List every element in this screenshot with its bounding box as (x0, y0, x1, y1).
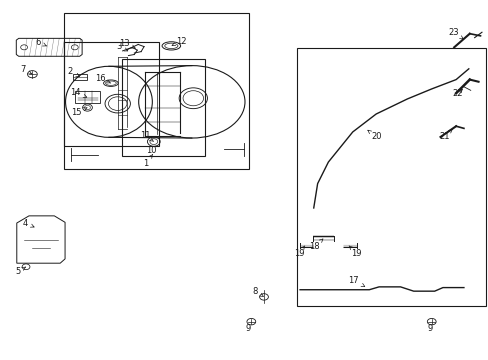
Text: 10: 10 (145, 146, 156, 155)
Bar (75, 91, 100, 103)
Text: 6: 6 (36, 38, 46, 47)
Text: 17: 17 (347, 276, 364, 287)
Text: 23: 23 (448, 28, 462, 39)
Text: 22: 22 (451, 89, 462, 98)
Text: 4: 4 (22, 219, 34, 228)
Text: 20: 20 (367, 130, 381, 141)
Text: 16: 16 (95, 74, 111, 83)
Text: 9: 9 (427, 324, 431, 333)
Text: 1: 1 (142, 154, 152, 168)
Text: 7: 7 (20, 65, 32, 74)
Text: 21: 21 (438, 129, 451, 141)
Text: 19: 19 (293, 246, 304, 258)
Text: 19: 19 (348, 246, 361, 258)
Text: 12: 12 (172, 37, 186, 46)
Text: 18: 18 (309, 239, 322, 251)
Text: 14: 14 (70, 88, 86, 98)
Text: 3: 3 (116, 42, 127, 51)
Text: 9: 9 (245, 324, 250, 333)
Text: 8: 8 (252, 287, 263, 297)
Text: 13: 13 (119, 39, 135, 48)
Text: 11: 11 (140, 131, 153, 141)
Text: 15: 15 (71, 108, 87, 117)
Text: 5: 5 (15, 267, 25, 276)
Bar (73, 74, 87, 80)
Text: 2: 2 (68, 67, 80, 76)
